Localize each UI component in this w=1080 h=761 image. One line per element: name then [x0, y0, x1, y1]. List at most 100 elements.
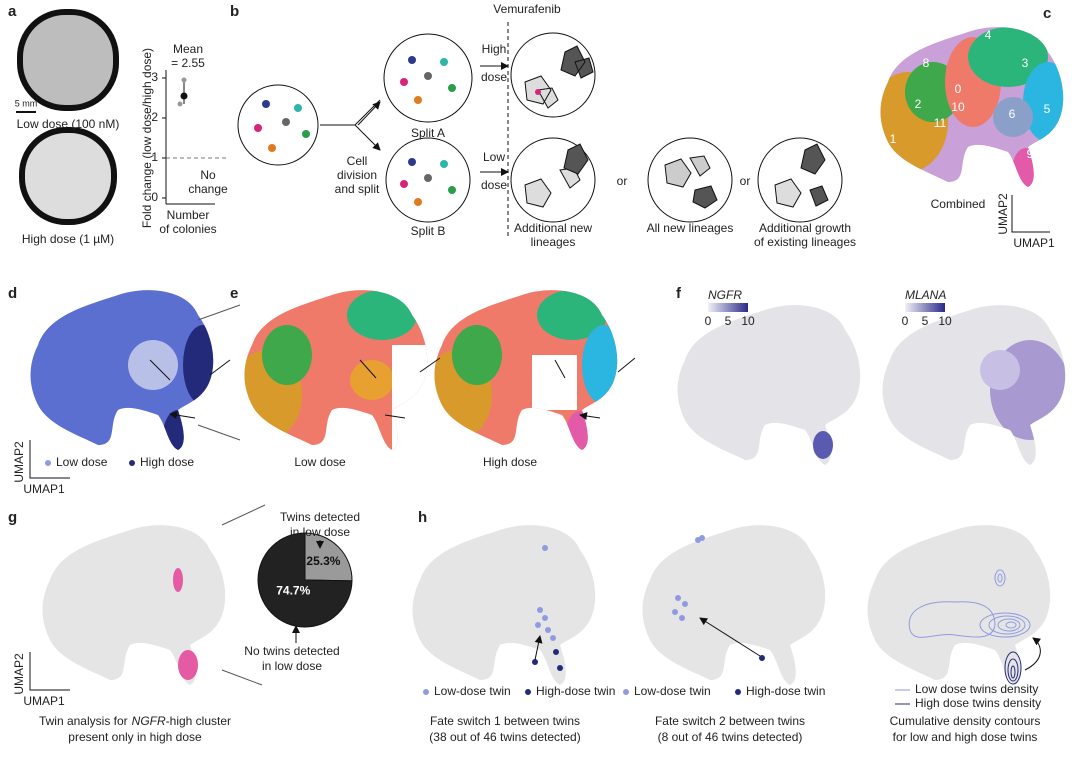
- connector: [221, 669, 263, 686]
- annotation: Cell: [347, 154, 368, 168]
- colorbar: [905, 303, 945, 312]
- caption: lineages: [531, 235, 576, 249]
- plate-image: [17, 9, 119, 111]
- cluster-label: 5: [1044, 102, 1051, 116]
- umap-axes: [1011, 195, 1050, 233]
- cluster-label: 11: [934, 116, 947, 130]
- caption: Low dose (100 nM): [17, 117, 120, 131]
- y-tick-label: 2: [151, 110, 158, 124]
- panel-e-text: Low dose High dose: [294, 357, 636, 469]
- panel-label: b: [230, 3, 239, 20]
- panel-d-text: Low dose High dose UMAP2 UMAP1: [12, 304, 241, 496]
- caption-part: NGFR: [132, 714, 166, 728]
- axis-label: UMAP1: [23, 482, 65, 496]
- annotation: Split B: [411, 224, 446, 238]
- annotation: dose: [481, 178, 507, 192]
- colorbar-tick-label: 10: [741, 314, 755, 328]
- connector: [221, 504, 266, 526]
- axis-label: UMAP1: [23, 694, 65, 708]
- cluster-label: 1: [890, 132, 897, 146]
- colorbars: 0 5 10 0 5 10: [705, 303, 952, 328]
- panel-label: a: [8, 3, 17, 20]
- arrow: [359, 357, 636, 418]
- axis-label: UMAP1: [1013, 236, 1055, 250]
- annotation: No twins detected: [244, 644, 339, 658]
- caption: of existing lineages: [754, 235, 856, 249]
- colorbar-tick-label: 5: [922, 314, 929, 328]
- legend-marker: [623, 689, 629, 695]
- annotation: Split A: [411, 126, 445, 140]
- legend-marker: [423, 689, 429, 695]
- umap-high: [434, 290, 618, 450]
- umap-switch-2: [642, 525, 826, 685]
- caption: Twin analysis for NGFR-high cluster: [39, 714, 231, 728]
- caption-part: Twin analysis for: [39, 714, 128, 728]
- caption: Combined: [931, 197, 986, 211]
- annotation: or: [617, 174, 628, 188]
- y-tick-label: 1: [151, 150, 158, 164]
- panel-g-text: 25.3% 74.7% Twins detected in low dose No…: [12, 504, 360, 744]
- panel-b-text: Vemurafenib Cell division and split Spli…: [335, 2, 856, 249]
- annotation: Low: [483, 150, 505, 164]
- annotation: Twins detected: [280, 510, 360, 524]
- panel-b: [237, 22, 843, 238]
- cluster-label: 3: [1022, 56, 1029, 70]
- legend-marker: [45, 460, 51, 466]
- caption: (8 out of 46 twins detected): [658, 730, 803, 744]
- fold-change-plot: 0 1 2 3: [151, 70, 228, 204]
- umap-density: [867, 525, 1051, 685]
- caption: All new lineages: [647, 221, 734, 235]
- legend-label: Low dose: [56, 455, 108, 469]
- cluster-label: 0: [955, 82, 962, 96]
- dish: [237, 84, 319, 166]
- colorbar-tick-label: 10: [938, 314, 952, 328]
- mean-point: [180, 92, 188, 100]
- panel-h-text: Low-dose twin High-dose twin Low-dose tw…: [423, 682, 1041, 744]
- annotation: division: [337, 168, 377, 182]
- panel-label: e: [230, 285, 238, 302]
- colorbar-tick-label: 5: [725, 314, 732, 328]
- legend-marker: [735, 689, 741, 695]
- caption: Additional new: [514, 221, 592, 235]
- annotation: No: [200, 168, 216, 182]
- umap-dose: [30, 290, 214, 450]
- dish: [510, 32, 596, 118]
- legend-label: Low dose twins density: [915, 682, 1038, 696]
- annotation: in low dose: [290, 525, 350, 539]
- cluster-label: 6: [1009, 107, 1016, 121]
- arrow: [357, 101, 381, 126]
- caption-part: -high cluster: [166, 714, 231, 728]
- umap-switch-1: [412, 525, 596, 685]
- dish: [385, 137, 471, 223]
- annotation: and split: [335, 182, 380, 196]
- umap-mlana: [882, 305, 1066, 465]
- caption: (38 out of 46 twins detected): [429, 730, 580, 744]
- umap-axes: [29, 440, 70, 479]
- colorbar-tick-label: 0: [705, 314, 712, 328]
- axis-label: UMAP2: [996, 193, 1010, 235]
- cluster-label: 4: [985, 28, 992, 42]
- data-point: [177, 101, 183, 107]
- annotation: High: [482, 42, 507, 56]
- annotation: dose: [481, 70, 507, 84]
- annotation: = 2.55: [171, 56, 205, 70]
- annotation: Vemurafenib: [493, 2, 561, 16]
- umap-axes: [29, 652, 70, 691]
- cluster-label: 7: [969, 162, 976, 176]
- x-axis-label: of colonies: [159, 222, 216, 236]
- caption: Low dose: [294, 455, 346, 469]
- caption: High dose (1 µM): [22, 232, 114, 246]
- pie-slice: [257, 532, 353, 628]
- legend-label: High dose twins density: [915, 696, 1041, 710]
- y-tick-label: 0: [151, 190, 158, 204]
- cluster-label: 2: [915, 97, 922, 111]
- umap-ngfr: [677, 305, 861, 465]
- dish: [510, 137, 596, 223]
- connector: [197, 424, 241, 441]
- dish: [757, 137, 843, 223]
- caption: High dose: [483, 455, 537, 469]
- panel-label: g: [8, 509, 17, 526]
- plate-image: [19, 127, 117, 225]
- panel-label: d: [8, 285, 17, 302]
- caption: Fate switch 2 between twins: [655, 714, 805, 728]
